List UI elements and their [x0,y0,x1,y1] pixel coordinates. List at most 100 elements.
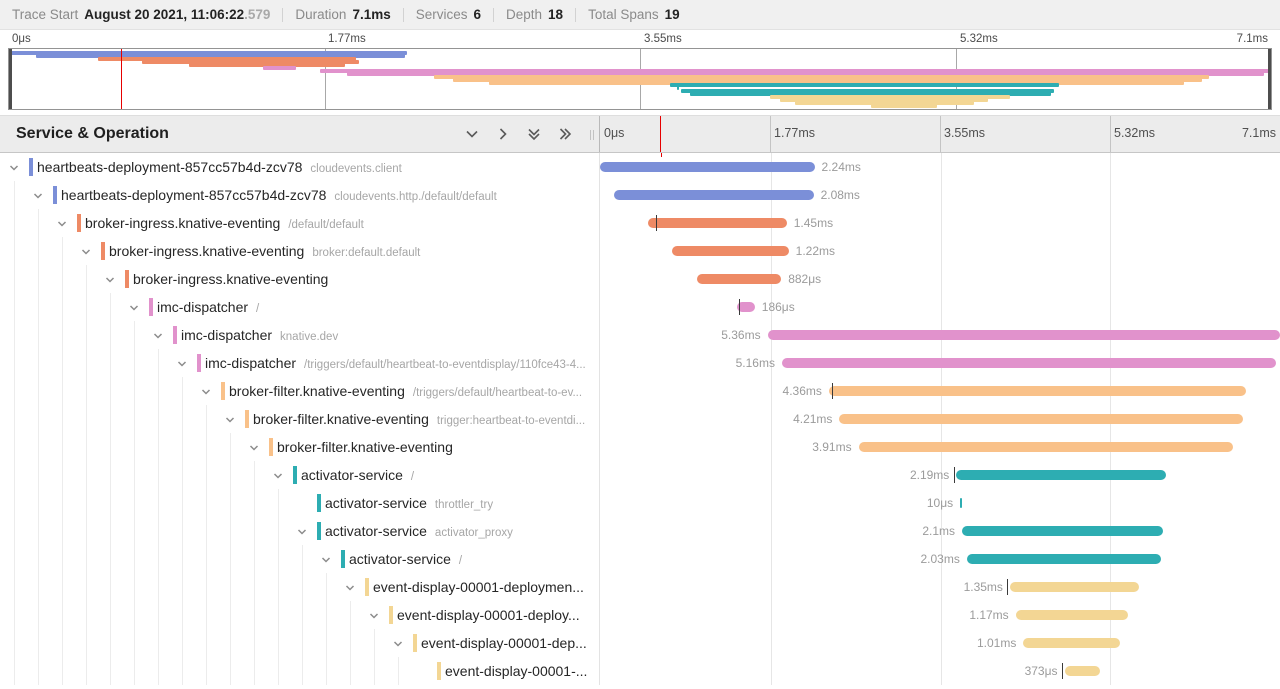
span-duration-bar[interactable] [1009,582,1140,592]
tree-indent-guide [254,545,255,573]
span-name-cell[interactable]: heartbeats-deployment-857cc57b4d-zcv78 cl… [0,181,600,209]
chevron-down-icon[interactable] [32,189,44,201]
span-name-cell[interactable]: event-display-00001-deploy... [0,601,600,629]
minimap-range-selector[interactable] [8,48,1272,110]
chevron-down-icon[interactable] [56,217,68,229]
tree-indent-guide [230,573,231,601]
span-duration-bar[interactable] [1015,610,1128,620]
chevron-down-icon[interactable] [368,609,380,621]
span-timeline-cell[interactable]: 2.19ms [600,461,1280,489]
chevron-down-icon[interactable] [272,469,284,481]
tree-indent-guide [182,545,183,573]
span-timeline-cell[interactable]: 3.91ms [600,433,1280,461]
span-timeline-cell[interactable]: 1.17ms [600,601,1280,629]
span-timeline-cell[interactable]: 2.24ms [600,153,1280,181]
span-duration-bar[interactable] [839,414,1243,424]
chevron-down-icon[interactable] [296,525,308,537]
tree-indent-guide [62,545,63,573]
span-duration-bar[interactable] [1023,638,1121,648]
column-resizer-grip[interactable] [590,130,594,140]
span-name-cell[interactable]: event-display-00001-deploymen... [0,573,600,601]
chevron-down-icon[interactable] [320,553,332,565]
span-timeline-cell[interactable]: 1.35ms [600,573,1280,601]
span-duration-bar[interactable] [960,498,963,508]
span-name: broker-filter.knative-eventing [277,433,453,461]
span-name-cell[interactable]: activator-service activator_proxy [0,517,600,545]
chevron-down-icon[interactable] [8,161,20,173]
span-duration-bar[interactable] [647,218,787,228]
span-name-cell[interactable]: broker-filter.knative-eventing [0,433,600,461]
tree-indent-guide [38,321,39,349]
span-name-cell[interactable]: activator-service / [0,545,600,573]
span-timeline-cell[interactable]: 882μs [600,265,1280,293]
span-timeline-cell[interactable]: 2.1ms [600,517,1280,545]
span-duration-bar[interactable] [858,442,1234,452]
span-duration-bar[interactable] [767,330,1280,340]
span-duration-bar[interactable] [600,162,815,172]
tree-indent-guide [230,657,231,685]
chevron-down-icon[interactable] [200,385,212,397]
service-name: broker-ingress.knative-eventing [85,215,281,231]
minimap-left-handle[interactable] [9,49,12,109]
expand-all-icon[interactable] [557,126,573,142]
span-name-cell[interactable]: broker-ingress.knative-eventing broker:de… [0,237,600,265]
chevron-down-icon[interactable] [248,441,260,453]
collapse-all-icon[interactable] [526,126,542,142]
span-name-cell[interactable]: imc-dispatcher / [0,293,600,321]
span-name-cell[interactable]: event-display-00001-dep... [0,629,600,657]
span-name-cell[interactable]: activator-service / [0,461,600,489]
service-color-bar [269,438,273,456]
span-duration-bar[interactable] [781,358,1277,368]
log-marker-tick [655,215,657,231]
span-duration-bar[interactable] [956,470,1167,480]
span-name-cell[interactable]: broker-filter.knative-eventing/triggers/… [0,377,600,405]
span-duration-bar[interactable] [1064,666,1101,676]
span-timeline-cell[interactable]: 4.21ms [600,405,1280,433]
chevron-down-icon[interactable] [176,357,188,369]
span-duration-bar[interactable] [614,190,814,200]
minimap-span-bar [680,89,1055,94]
span-name-cell[interactable]: imc-dispatcher/triggers/default/heartbea… [0,349,600,377]
span-duration-bar[interactable] [671,246,789,256]
span-name-cell[interactable]: broker-ingress.knative-eventing [0,265,600,293]
span-duration-bar[interactable] [962,526,1164,536]
tree-indent-guide [14,433,15,461]
span-timeline-cell[interactable]: 186μs [600,293,1280,321]
span-name-cell[interactable]: broker-ingress.knative-eventing/default/… [0,209,600,237]
span-duration-bar[interactable] [736,302,755,312]
minimap-right-handle[interactable] [1268,49,1271,109]
chevron-down-icon[interactable] [128,301,140,313]
chevron-down-icon[interactable] [392,637,404,649]
tree-indent-guide [350,657,351,685]
span-timeline-cell[interactable]: 10μs [600,489,1280,517]
span-name-cell[interactable]: imc-dispatcher knative.dev [0,321,600,349]
span-timeline-cell[interactable]: 2.03ms [600,545,1280,573]
span-timeline-cell[interactable]: 4.36ms [600,377,1280,405]
tree-indent-guide [14,601,15,629]
span-name-cell[interactable]: activator-service throttler_try [0,489,600,517]
span-timeline-cell[interactable]: 1.45ms [600,209,1280,237]
chevron-down-icon[interactable] [80,245,92,257]
chevron-down-icon[interactable] [344,581,356,593]
span-duration-bar[interactable] [966,554,1162,564]
span-timeline-cell[interactable]: 1.01ms [600,629,1280,657]
collapse-one-icon[interactable] [464,126,480,142]
span-timeline-cell[interactable]: 5.16ms [600,349,1280,377]
span-name-cell[interactable]: broker-filter.knative-eventing trigger:he… [0,405,600,433]
span-name-cell[interactable]: event-display-00001-... [0,657,600,685]
expand-one-icon[interactable] [495,126,511,142]
span-timeline-cell[interactable]: 373μs [600,657,1280,685]
span-timeline-cell[interactable]: 2.08ms [600,181,1280,209]
span-timeline-cell[interactable]: 5.36ms [600,321,1280,349]
service-name: broker-ingress.knative-eventing [109,243,305,259]
span-timeline-cell[interactable]: 1.22ms [600,237,1280,265]
span-duration-bar[interactable] [828,386,1247,396]
minimap-span-bar [794,101,975,106]
span-name-cell[interactable]: heartbeats-deployment-857cc57b4d-zcv78 cl… [0,153,600,181]
chevron-down-icon[interactable] [224,413,236,425]
chevron-down-icon[interactable] [152,329,164,341]
span-duration-bar[interactable] [696,274,782,284]
span-name: broker-ingress.knative-eventing/default/… [85,209,364,237]
chevron-down-icon[interactable] [104,273,116,285]
tree-indent-guide [230,601,231,629]
